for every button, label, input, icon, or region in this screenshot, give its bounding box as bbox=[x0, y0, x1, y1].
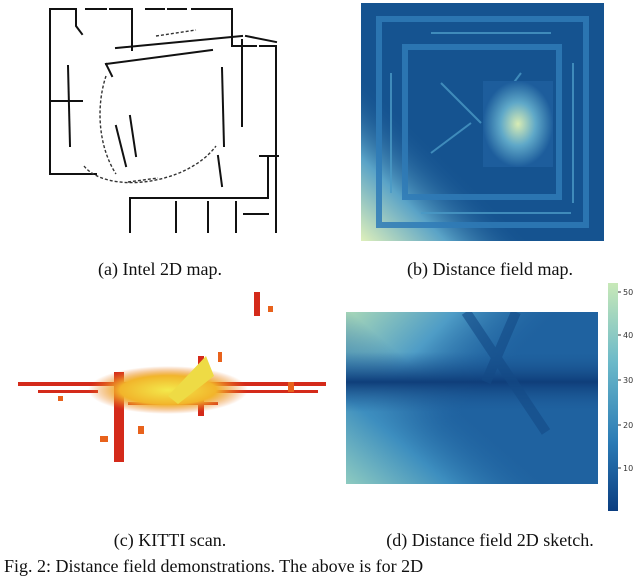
colorbar: 50 40 30 20 10 bbox=[608, 283, 633, 511]
subfigure-caption-c: (c) KITTI scan. bbox=[113, 530, 227, 550]
colorbar-tick-label: 20 bbox=[623, 421, 633, 430]
distance-field-map-image bbox=[361, 3, 604, 241]
subfigure-caption-d: (d) Distance field 2D sketch. bbox=[386, 530, 594, 550]
intel-map-image bbox=[49, 8, 279, 233]
figure-caption: Fig. 2: Distance field demonstrations. T… bbox=[4, 556, 424, 576]
subfigure-caption-b: (b) Distance field map. bbox=[407, 259, 573, 279]
colorbar-tick-label: 40 bbox=[623, 331, 633, 340]
subfigure-caption-a: (a) Intel 2D map. bbox=[98, 259, 222, 279]
colorbar-tick-label: 30 bbox=[623, 376, 633, 385]
kitti-scan-image bbox=[18, 292, 326, 462]
colorbar-tick-label: 10 bbox=[623, 464, 633, 473]
colorbar-tick-label: 50 bbox=[623, 288, 633, 297]
distance-field-sketch-image bbox=[346, 312, 598, 484]
